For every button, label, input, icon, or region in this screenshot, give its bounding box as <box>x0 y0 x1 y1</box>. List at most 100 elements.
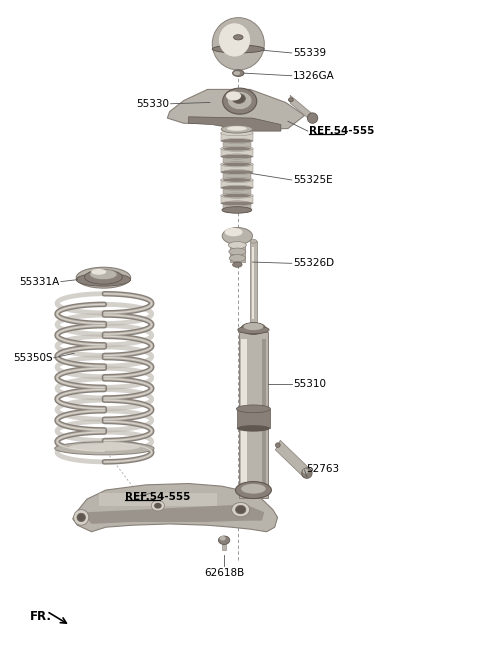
Ellipse shape <box>302 468 312 478</box>
Ellipse shape <box>229 248 246 255</box>
Text: REF.54-555: REF.54-555 <box>309 126 374 136</box>
Ellipse shape <box>223 162 251 166</box>
Bar <box>239 332 268 498</box>
Ellipse shape <box>223 201 251 206</box>
Ellipse shape <box>233 262 242 267</box>
Ellipse shape <box>221 125 252 133</box>
Ellipse shape <box>151 501 165 511</box>
Ellipse shape <box>288 98 293 102</box>
Ellipse shape <box>232 94 245 103</box>
Text: FR.: FR. <box>30 610 52 623</box>
Ellipse shape <box>220 162 253 167</box>
Ellipse shape <box>233 70 244 76</box>
Text: 55330: 55330 <box>137 99 170 109</box>
Ellipse shape <box>90 269 117 280</box>
Ellipse shape <box>250 239 257 243</box>
Ellipse shape <box>236 505 246 514</box>
Ellipse shape <box>77 513 85 522</box>
Ellipse shape <box>241 484 266 493</box>
Polygon shape <box>220 164 253 172</box>
Bar <box>237 409 270 428</box>
Ellipse shape <box>69 443 140 451</box>
Ellipse shape <box>234 71 240 75</box>
Ellipse shape <box>223 210 251 213</box>
Polygon shape <box>223 204 251 212</box>
Polygon shape <box>220 196 253 204</box>
Ellipse shape <box>76 273 131 286</box>
Ellipse shape <box>91 269 106 275</box>
Ellipse shape <box>222 207 252 213</box>
Bar <box>241 339 247 491</box>
Text: 1326GA: 1326GA <box>293 71 335 81</box>
Ellipse shape <box>212 18 264 70</box>
Text: 55326D: 55326D <box>293 258 334 268</box>
Ellipse shape <box>302 468 308 474</box>
Text: 55350S: 55350S <box>13 353 53 363</box>
Polygon shape <box>220 133 253 141</box>
Ellipse shape <box>220 154 253 158</box>
Ellipse shape <box>220 186 253 190</box>
Ellipse shape <box>223 88 257 114</box>
Ellipse shape <box>223 170 251 175</box>
Bar <box>250 240 257 325</box>
Ellipse shape <box>307 113 318 124</box>
Polygon shape <box>223 141 251 148</box>
Text: 52763: 52763 <box>306 464 339 474</box>
Text: 55325E: 55325E <box>293 175 332 185</box>
Text: 55339: 55339 <box>293 48 326 58</box>
Ellipse shape <box>237 425 270 432</box>
Ellipse shape <box>236 482 271 499</box>
Ellipse shape <box>220 146 253 151</box>
Polygon shape <box>223 188 251 196</box>
Ellipse shape <box>223 178 251 182</box>
Ellipse shape <box>154 503 162 509</box>
Text: 62618B: 62618B <box>204 568 244 578</box>
Polygon shape <box>220 148 253 156</box>
Polygon shape <box>72 484 277 532</box>
Polygon shape <box>223 172 251 180</box>
Ellipse shape <box>276 443 280 447</box>
Ellipse shape <box>236 405 270 413</box>
Polygon shape <box>223 156 251 164</box>
Ellipse shape <box>228 242 246 249</box>
Ellipse shape <box>212 45 264 53</box>
Ellipse shape <box>226 91 241 101</box>
Text: 55331A: 55331A <box>20 277 60 286</box>
Ellipse shape <box>225 228 242 237</box>
Ellipse shape <box>220 202 253 206</box>
Ellipse shape <box>220 177 253 183</box>
Ellipse shape <box>222 227 252 244</box>
Polygon shape <box>276 440 309 478</box>
Text: REF.54-555: REF.54-555 <box>125 491 190 501</box>
Ellipse shape <box>228 91 252 110</box>
Ellipse shape <box>223 138 251 143</box>
Bar <box>222 539 227 550</box>
Ellipse shape <box>243 323 264 330</box>
Ellipse shape <box>223 154 251 159</box>
Ellipse shape <box>234 35 243 40</box>
Ellipse shape <box>220 193 253 198</box>
Polygon shape <box>189 117 281 131</box>
Text: 55310: 55310 <box>293 379 326 389</box>
Ellipse shape <box>232 503 250 517</box>
Ellipse shape <box>84 270 122 284</box>
Ellipse shape <box>241 323 266 334</box>
Ellipse shape <box>223 185 251 191</box>
Ellipse shape <box>229 254 245 261</box>
Polygon shape <box>230 238 245 262</box>
Ellipse shape <box>223 147 251 150</box>
Ellipse shape <box>220 170 253 174</box>
Ellipse shape <box>219 23 250 57</box>
Bar <box>99 493 217 506</box>
Bar <box>262 339 266 491</box>
Polygon shape <box>84 505 264 524</box>
Polygon shape <box>220 180 253 188</box>
Ellipse shape <box>227 126 247 131</box>
Bar <box>252 247 253 319</box>
Ellipse shape <box>76 267 131 288</box>
Ellipse shape <box>220 131 253 136</box>
Polygon shape <box>168 89 304 130</box>
Ellipse shape <box>220 139 253 143</box>
Ellipse shape <box>55 442 154 455</box>
Ellipse shape <box>218 536 230 545</box>
